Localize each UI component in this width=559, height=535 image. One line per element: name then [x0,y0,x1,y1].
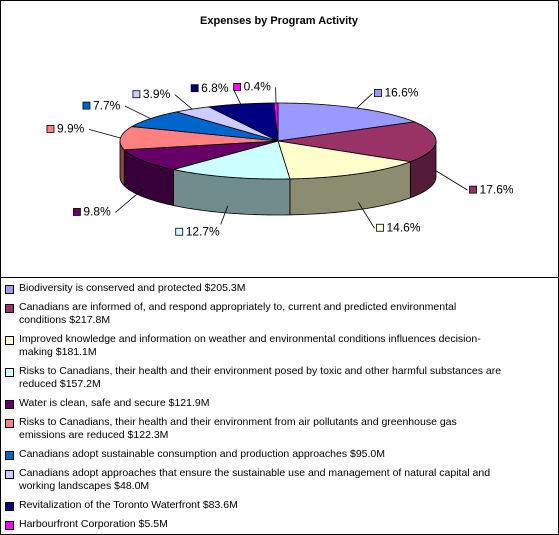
legend-label: Biodiversity is conserved and protected … [19,282,246,294]
legend-label: Risks to Canadians, their health and the… [19,416,457,441]
legend-item: Water is clean, safe and secure $121.9M [5,397,558,410]
slice [123,140,279,170]
leader-line [358,202,375,229]
legend-label: Canadians adopt sustainable consumption … [19,448,386,460]
label-swatch [233,83,242,91]
data-label: 9.9% [57,122,85,136]
plot: Expenses by Program Activity 16.6% 17.6% 1… [46,15,515,239]
legend-item: Risks to Canadians, their health and the… [5,365,558,391]
legend-item: Biodiversity is conserved and protected … [5,282,558,295]
legend-swatch [5,336,14,345]
label-bg [184,224,222,239]
legend-item: Revitalization of the Toronto Waterfront… [5,499,558,512]
slice [130,111,279,142]
legend-label: Harbourfront Corporation $5.5M [19,518,168,530]
leader-line [232,88,241,105]
legend-swatch [5,521,14,530]
legend-item: Improved knowledge and information on we… [5,333,558,359]
data-label: 14.6% [387,220,421,234]
slice [176,106,279,142]
label-bg [383,85,420,100]
data-label: 6.8% [201,81,229,95]
legend-swatch [5,368,14,377]
label-swatch [175,227,184,236]
label-bg [385,220,422,235]
label-bg [55,121,86,136]
legend-label: Canadians are informed of, and respond a… [19,301,457,326]
label-bg [200,80,230,95]
legend-item: Canadians are informed of, and respond a… [5,301,558,327]
legend-item: Canadians adopt approaches that ensure t… [5,467,558,493]
label-swatch [82,101,91,110]
leader-line [174,94,193,110]
leader-line [124,105,151,119]
label-bg [478,182,515,197]
label-swatch [469,185,477,194]
slice [207,102,279,142]
legend-item: Canadians adopt sustainable consumption … [5,448,558,461]
legend-swatch [5,400,14,409]
slice [173,140,291,180]
data-label: 9.8% [83,205,111,219]
label-swatch [46,125,55,133]
legend-label: Improved knowledge and information on we… [19,333,481,358]
legend-label: Water is clean, safe and secure $121.9M [19,397,210,409]
legend-item: Harbourfront Corporation $5.5M [5,518,558,531]
data-label: 3.9% [143,87,171,101]
legend-swatch [5,419,14,428]
legend-swatch [5,451,14,460]
slice [273,102,279,142]
label-bg [242,79,273,94]
slice [277,140,411,180]
leader-line [356,93,373,109]
legend-swatch [5,470,14,479]
data-label: 0.4% [244,80,272,94]
slice [119,126,279,151]
label-bg [82,204,113,219]
slice [277,121,437,163]
chart-title: Expenses by Program Activity [200,15,359,27]
legend-swatch [5,304,14,313]
label-swatch [190,84,199,93]
legend-label: Risks to Canadians, their health and the… [19,365,502,390]
label-swatch [374,89,382,97]
legend-label: Canadians adopt approaches that ensure t… [19,467,491,492]
data-label: 7.7% [93,98,121,112]
label-bg [141,86,172,101]
leader-line [435,170,468,191]
leader-line [88,129,121,139]
legend-swatch [5,502,14,511]
data-label: 16.6% [384,86,418,100]
legend-item: Risks to Canadians, their health and the… [5,416,558,442]
leader-line [115,189,143,213]
data-label: 17.6% [480,182,514,196]
legend-swatch [5,285,14,294]
label-bg [91,98,122,113]
label-swatch [73,208,81,216]
data-label: 12.7% [186,224,220,238]
label-swatch [132,90,141,99]
label-swatch [376,223,384,232]
legend: Biodiversity is conserved and protected … [1,277,558,534]
legend-label: Revitalization of the Toronto Waterfront… [19,499,238,511]
